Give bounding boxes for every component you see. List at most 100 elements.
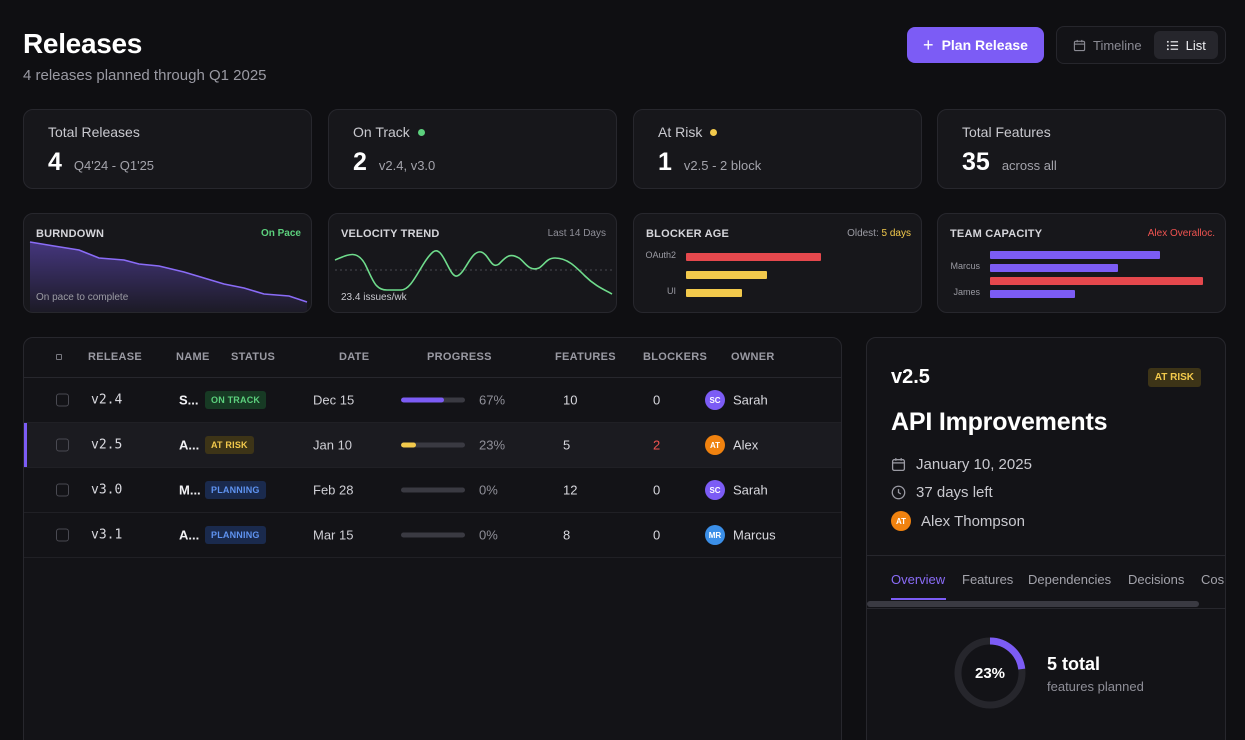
row-checkbox[interactable] bbox=[56, 438, 69, 452]
progress-fill bbox=[401, 442, 416, 448]
stat-label: On Track bbox=[353, 124, 410, 140]
stat-label: Total Features bbox=[962, 124, 1051, 140]
list-icon bbox=[1166, 40, 1178, 50]
column-header-progress[interactable]: PROGRESS bbox=[427, 351, 492, 363]
stat-note: v2.5 - 2 block bbox=[683, 158, 762, 173]
stat-note: Q4'24 - Q1'25 bbox=[73, 158, 155, 173]
column-header-name[interactable]: NAME bbox=[176, 351, 210, 363]
progress-ring: 23% bbox=[953, 636, 1027, 710]
release-date: Jan 10 bbox=[313, 437, 353, 453]
column-header-owner[interactable]: OWNER bbox=[731, 351, 775, 363]
status-badge: ON TRACK bbox=[205, 391, 267, 409]
status-dot-icon bbox=[417, 128, 425, 136]
releases-table: RELEASE NAME STATUS DATE PROGRESS FEATUR… bbox=[23, 337, 842, 740]
status-badge: AT RISK bbox=[205, 436, 254, 454]
release-name: A... bbox=[179, 527, 200, 543]
row-checkbox[interactable] bbox=[56, 528, 69, 542]
column-header-date[interactable]: DATE bbox=[339, 351, 370, 363]
release-version: v2.5 bbox=[91, 437, 123, 453]
bar bbox=[990, 290, 1075, 298]
detail-version: v2.5 bbox=[891, 366, 930, 388]
velocity-range: Last 14 Days bbox=[547, 228, 606, 239]
select-all-checkbox[interactable] bbox=[56, 354, 62, 360]
plan-release-label: Plan Release bbox=[941, 37, 1028, 53]
table-row[interactable]: v2.4 S... ON TRACK Dec 15 67% 10 0 SC Sarah bbox=[24, 378, 841, 423]
owner-name: Alex bbox=[733, 437, 759, 453]
stat-value: 35 bbox=[962, 148, 990, 176]
tab-cost[interactable]: Cos bbox=[1201, 572, 1225, 587]
table-body: v2.4 S... ON TRACK Dec 15 67% 10 0 SC Sarah v2.5 A… bbox=[24, 378, 841, 558]
velocity-title: VELOCITY TREND bbox=[341, 228, 440, 240]
stat-note: v2.4, v3.0 bbox=[378, 158, 436, 173]
features-count: 10 bbox=[563, 392, 578, 408]
timeline-view-button[interactable]: Timeline bbox=[1061, 31, 1154, 59]
avatar: AT bbox=[705, 435, 725, 455]
release-date: Feb 28 bbox=[313, 482, 354, 498]
progress-percent: 0% bbox=[479, 482, 498, 498]
table-row[interactable]: v2.5 A... AT RISK Jan 10 23% 5 2 AT Alex bbox=[24, 423, 841, 468]
tab-features[interactable]: Features bbox=[962, 572, 1014, 587]
oldest-label: Oldest: bbox=[847, 228, 879, 239]
progress-ring-label: 23% bbox=[974, 664, 1006, 682]
detail-tabs: Overview Features Dependencies Decisions… bbox=[867, 555, 1225, 609]
row-checkbox[interactable] bbox=[56, 483, 69, 497]
active-tab-indicator bbox=[891, 598, 946, 600]
status-badge: PLANNING bbox=[205, 481, 266, 499]
tab-decisions[interactable]: Decisions bbox=[1128, 572, 1185, 587]
team-capacity-card: TEAM CAPACITY Alex Overalloc. Marcus Jame… bbox=[937, 213, 1226, 313]
calendar-icon bbox=[891, 458, 906, 472]
burndown-status: On Pace bbox=[260, 228, 301, 239]
team-capacity-title: TEAM CAPACITY bbox=[950, 228, 1043, 240]
column-header-blockers[interactable]: BLOCKERS bbox=[643, 351, 708, 363]
blockers-count: 2 bbox=[653, 437, 661, 453]
detail-date: January 10, 2025 bbox=[916, 456, 1032, 473]
release-version: v3.0 bbox=[91, 482, 123, 498]
burndown-area bbox=[30, 242, 307, 312]
burndown-card: BURNDOWN On Pace On pace to complete bbox=[23, 213, 312, 313]
progress-bar bbox=[401, 532, 465, 538]
owner-name: Marcus bbox=[733, 527, 776, 543]
table-row[interactable]: v3.1 A... PLANNING Mar 15 0% 8 0 MR Marcus bbox=[24, 513, 841, 558]
velocity-caption: 23.4 issues/wk bbox=[341, 292, 407, 303]
blockers-count: 0 bbox=[653, 482, 661, 498]
bar-label: UI bbox=[667, 286, 676, 296]
tab-overview[interactable]: Overview bbox=[891, 572, 946, 587]
stat-value: 4 bbox=[48, 148, 62, 176]
list-view-button[interactable]: List bbox=[1153, 31, 1218, 59]
column-header-status[interactable]: STATUS bbox=[231, 351, 276, 363]
blockers-count: 0 bbox=[653, 392, 661, 408]
tab-dependencies[interactable]: Dependencies bbox=[1028, 572, 1112, 587]
release-version: v3.1 bbox=[91, 527, 123, 543]
column-header-release[interactable]: RELEASE bbox=[88, 351, 143, 363]
status-badge: PLANNING bbox=[205, 526, 266, 544]
stat-value: 1 bbox=[658, 148, 672, 176]
release-date: Mar 15 bbox=[313, 527, 354, 543]
progress-percent: 67% bbox=[479, 392, 506, 408]
release-detail-panel: v2.5 AT RISK API Improvements January 10… bbox=[866, 337, 1226, 740]
timeline-label: Timeline bbox=[1093, 37, 1142, 53]
stat-label: At Risk bbox=[658, 124, 703, 140]
stat-card-total-features: Total Features 35 across all bbox=[937, 109, 1226, 189]
detail-title: API Improvements bbox=[891, 408, 1108, 436]
progress-percent: 0% bbox=[479, 527, 498, 543]
stat-card-at-risk: At Risk 1 v2.5 - 2 block bbox=[633, 109, 922, 189]
view-toggle: Timeline List bbox=[1056, 26, 1226, 64]
velocity-chart bbox=[334, 250, 613, 295]
row-checkbox[interactable] bbox=[56, 393, 69, 407]
burndown-caption: On pace to complete bbox=[36, 292, 129, 303]
burndown-line bbox=[29, 241, 308, 303]
release-version: v2.4 bbox=[91, 392, 123, 408]
bar bbox=[686, 289, 742, 297]
page-subtitle: 4 releases planned through Q1 2025 bbox=[23, 67, 267, 84]
bar-label: James bbox=[953, 287, 980, 297]
bar bbox=[990, 264, 1118, 272]
plan-release-button[interactable]: + Plan Release bbox=[907, 27, 1044, 63]
tabs-scrollbar[interactable] bbox=[867, 601, 1199, 607]
status-dot-icon bbox=[710, 128, 718, 136]
bar-label: Marcus bbox=[950, 261, 980, 271]
bar bbox=[686, 253, 821, 261]
column-header-features[interactable]: FEATURES bbox=[555, 351, 616, 363]
plus-icon: + bbox=[923, 35, 934, 55]
blockers-count: 0 bbox=[653, 527, 661, 543]
table-row[interactable]: v3.0 M... PLANNING Feb 28 0% 12 0 SC Sarah bbox=[24, 468, 841, 513]
